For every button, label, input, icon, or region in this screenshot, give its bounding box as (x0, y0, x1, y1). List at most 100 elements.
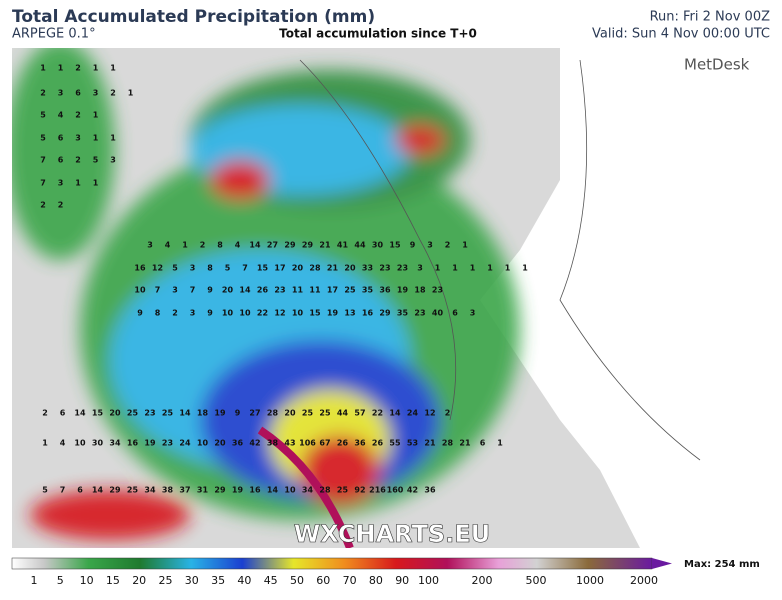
map-value: 20 (284, 409, 296, 418)
map-value: 16 (127, 439, 139, 448)
map-value: 1 (58, 64, 64, 73)
map-value: 25 (127, 409, 139, 418)
map-value: 33 (362, 264, 373, 273)
map-value: 1 (93, 179, 99, 188)
colorbar-tick-label: 500 (526, 574, 547, 587)
map-value: 6 (480, 439, 486, 448)
map-value: 9 (207, 286, 213, 295)
map-value: 2 (172, 309, 178, 318)
map-value: 3 (58, 89, 64, 98)
map-value: 216 (369, 486, 386, 495)
map-value: 12 (424, 409, 435, 418)
colorbar-tick-label: 1 (31, 574, 38, 587)
colorbar-arrow (652, 558, 672, 569)
map-value: 20 (222, 286, 234, 295)
map-value: 22 (372, 409, 383, 418)
map-values: 1 1 2 1 12 3 6 3 2 15 4 2 15 6 3 1 17 6 2 5 37 3 1 12 23 4 1 2 8 4 14 2… (40, 64, 528, 495)
valid: Valid: Sun 4 Nov 00:00 UTC (592, 27, 770, 42)
map-value: 34 (302, 486, 314, 495)
colorbar-tick-label: 5 (57, 574, 64, 587)
map-value: 10 (197, 439, 209, 448)
map-value: 4 (58, 111, 64, 120)
map-value: 1 (435, 264, 441, 273)
map-value: 2 (58, 201, 64, 210)
map-value: 2 (445, 241, 451, 250)
colorbar-tick-label: 45 (264, 574, 278, 587)
map-value: 1 (110, 64, 116, 73)
map-value: 6 (58, 134, 64, 143)
map-value: 37 (179, 486, 190, 495)
map-value: 10 (284, 486, 296, 495)
map-value: 43 (284, 439, 295, 448)
colorbar-tick-label: 200 (472, 574, 493, 587)
map-value: 7 (60, 486, 66, 495)
map-value: 36 (379, 286, 391, 295)
map-value: 3 (58, 179, 64, 188)
map-value: 25 (162, 409, 174, 418)
map-value: 7 (40, 179, 46, 188)
map-value: 92 (354, 486, 365, 495)
map-value: 4 (235, 241, 241, 250)
map-value: 3 (417, 264, 423, 273)
map-value: 14 (92, 486, 104, 495)
map-value: 5 (225, 264, 231, 273)
map-value: 15 (389, 241, 401, 250)
map-value: 14 (239, 286, 251, 295)
map-value: 10 (134, 286, 146, 295)
map-value: 29 (379, 309, 391, 318)
title: Total Accumulated Precipitation (mm) (12, 7, 375, 27)
colorbar (11, 557, 653, 570)
map-value: 4 (60, 439, 66, 448)
colorbar-tick-label: 2000 (630, 574, 658, 587)
run: Run: Fri 2 Nov 00Z (650, 10, 771, 25)
map-value: 106 (299, 439, 316, 448)
map-value: 15 (257, 264, 269, 273)
map-value: 16 (134, 264, 146, 273)
map-value: 5 (172, 264, 178, 273)
map-value: 2 (200, 241, 206, 250)
colorbar-tick-label: 90 (395, 574, 409, 587)
map-value: 7 (155, 286, 161, 295)
map-value: 26 (372, 439, 384, 448)
map-value: 22 (257, 309, 268, 318)
map-value: 1 (40, 64, 46, 73)
map-value: 30 (92, 439, 104, 448)
map-value: 1 (487, 264, 493, 273)
map-value: 26 (337, 439, 349, 448)
map-value: 16 (362, 309, 374, 318)
colorbar-tick-label: 100 (418, 574, 439, 587)
map-value: 35 (397, 309, 409, 318)
map-value: 55 (389, 439, 401, 448)
map-value: 25 (337, 486, 349, 495)
map-value: 1 (93, 111, 99, 120)
map-value: 5 (40, 134, 46, 143)
map-value: 29 (109, 486, 121, 495)
map-value: 21 (319, 241, 331, 250)
map-value: 3 (427, 241, 433, 250)
map-value: 14 (389, 409, 401, 418)
map-value: 40 (432, 309, 444, 318)
colorbar-tick-label: 40 (237, 574, 251, 587)
map-value: 20 (344, 264, 356, 273)
map-value: 1 (452, 264, 458, 273)
map-value: 3 (93, 89, 99, 98)
colorbar-tick-label: 1000 (576, 574, 604, 587)
map-value: 31 (197, 486, 209, 495)
map-value: 14 (74, 409, 86, 418)
map-value: 57 (354, 409, 365, 418)
colorbar-tick-label: 20 (132, 574, 146, 587)
colorbar-tick-label: 70 (343, 574, 357, 587)
map-value: 44 (354, 241, 366, 250)
map-value: 11 (292, 286, 304, 295)
map-value: 2 (445, 409, 451, 418)
map-value: 10 (292, 309, 304, 318)
map-value: 20 (214, 439, 226, 448)
map-value: 23 (397, 264, 408, 273)
map-value: 7 (190, 286, 196, 295)
colorbar-tick-label: 35 (211, 574, 225, 587)
map-value: 1 (182, 241, 188, 250)
map-value: 23 (144, 409, 155, 418)
map-value: 3 (147, 241, 153, 250)
colorbar-ticks: 1 5 10 15 20 25 30 35 40 45 50 60 70 80 90 100 200 500 100… (31, 574, 659, 587)
map-value: 1 (93, 134, 99, 143)
